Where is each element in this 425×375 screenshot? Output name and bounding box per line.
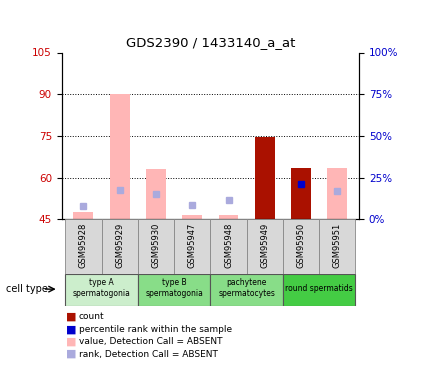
Bar xyxy=(246,219,283,274)
Text: GSM95947: GSM95947 xyxy=(188,223,197,268)
Bar xyxy=(74,212,94,219)
Text: GSM95951: GSM95951 xyxy=(333,223,342,268)
Text: GSM95950: GSM95950 xyxy=(297,223,306,268)
Bar xyxy=(102,219,138,274)
Bar xyxy=(110,94,130,219)
Bar xyxy=(65,274,138,306)
Text: ■: ■ xyxy=(66,312,76,322)
Text: pachytene
spermatocytes: pachytene spermatocytes xyxy=(218,278,275,298)
Text: type A
spermatogonia: type A spermatogonia xyxy=(73,278,130,298)
Text: round spermatids: round spermatids xyxy=(285,284,353,292)
Title: GDS2390 / 1433140_a_at: GDS2390 / 1433140_a_at xyxy=(126,36,295,48)
Bar xyxy=(210,219,246,274)
Text: type B
spermatogonia: type B spermatogonia xyxy=(145,278,203,298)
Text: ■: ■ xyxy=(66,324,76,334)
Text: cell type: cell type xyxy=(6,285,48,294)
Text: value, Detection Call = ABSENT: value, Detection Call = ABSENT xyxy=(79,337,222,346)
Text: GSM95928: GSM95928 xyxy=(79,223,88,268)
Bar xyxy=(138,274,210,306)
Bar xyxy=(327,168,347,219)
Bar xyxy=(283,274,355,306)
Text: ■: ■ xyxy=(66,349,76,359)
Bar xyxy=(174,219,210,274)
Bar xyxy=(218,215,238,219)
Bar xyxy=(255,137,275,219)
Text: GSM95929: GSM95929 xyxy=(115,223,124,268)
Text: GSM95949: GSM95949 xyxy=(260,223,269,268)
Bar xyxy=(319,219,355,274)
Bar xyxy=(138,219,174,274)
Text: ■: ■ xyxy=(66,337,76,346)
Text: GSM95930: GSM95930 xyxy=(151,223,161,268)
Bar xyxy=(283,219,319,274)
Bar xyxy=(210,274,283,306)
Text: rank, Detection Call = ABSENT: rank, Detection Call = ABSENT xyxy=(79,350,218,358)
Text: GSM95948: GSM95948 xyxy=(224,223,233,268)
Text: count: count xyxy=(79,312,104,321)
Bar xyxy=(291,168,311,219)
Bar xyxy=(146,170,166,219)
Text: percentile rank within the sample: percentile rank within the sample xyxy=(79,325,232,334)
Bar xyxy=(65,219,102,274)
Bar xyxy=(182,215,202,219)
